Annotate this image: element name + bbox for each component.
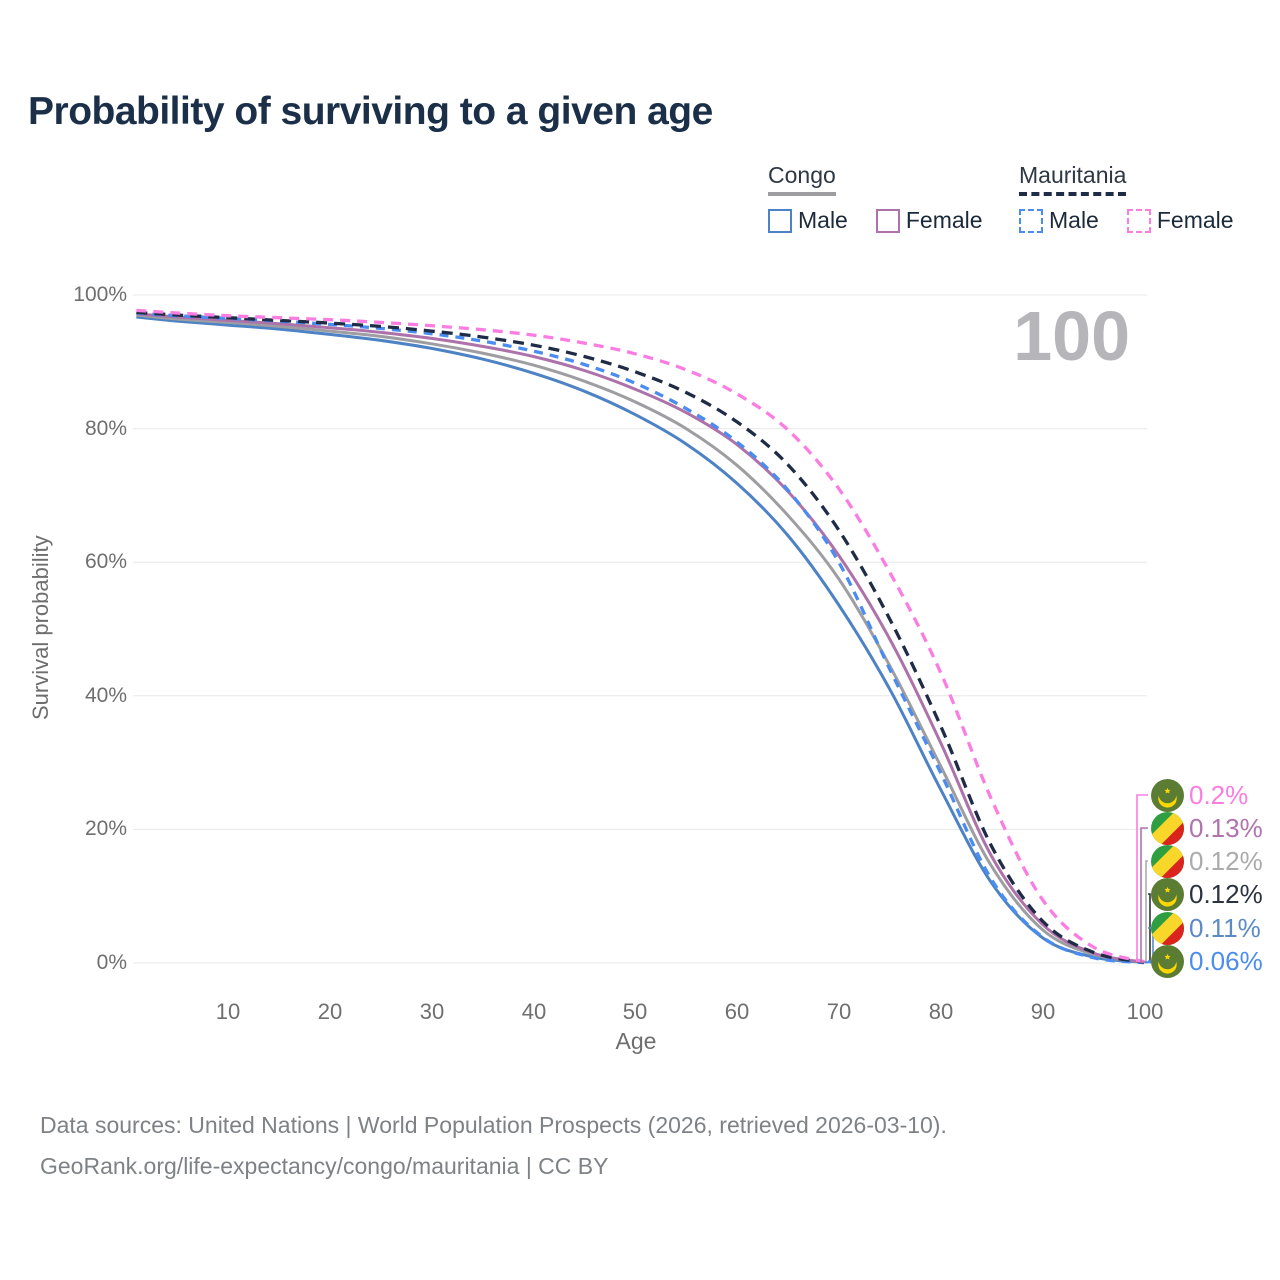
legend-label: Female [1156,207,1234,233]
x-axis-title: Age [615,1028,657,1054]
legend-label: Female [905,207,983,233]
congo-female-swatch [875,208,900,233]
legend-item-mauritania-male[interactable]: Male [1019,207,1099,234]
legend-label: Male [1049,207,1099,233]
y-tick-60: 60% [84,550,127,573]
end-value: 0.06% [1189,945,1263,976]
y-axis-title: Survival probability [28,535,53,720]
end-value: 0.12% [1189,845,1263,876]
congo-flag-icon [1151,844,1184,878]
page-title: Probability of surviving to a given age [28,90,713,133]
mauritania-female-swatch [1126,208,1151,233]
y-tick-0: 0% [96,951,127,974]
x-tick-80: 80 [928,999,954,1024]
mauritania-flag-icon [1151,944,1184,978]
legend-item-congo-male[interactable]: Male [768,207,848,234]
x-tick-10: 10 [215,999,241,1024]
congo-flag-icon [1151,811,1184,845]
end-value: 0.13% [1189,812,1263,843]
end-label-mauritania-female: 0.2% [1151,778,1248,812]
curve-congo-male[interactable] [136,315,1145,964]
x-tick-30: 30 [419,999,445,1024]
end-label-mauritania-both: 0.12% [1151,877,1263,911]
congo-flag-icon [1151,911,1184,945]
y-tick-20: 20% [84,817,127,840]
x-tick-60: 60 [724,999,750,1024]
y-tick-40: 40% [84,684,127,707]
legend-item-mauritania-female[interactable]: Female [1126,207,1234,234]
x-tick-50: 50 [622,999,648,1024]
legend-header-mauritania: Mauritania [1019,162,1127,196]
curve-congo-both[interactable] [136,313,1145,964]
legend-label: Male [798,207,848,233]
legend-header-congo: Congo [768,162,836,196]
y-tick-80: 80% [84,417,127,440]
curve-maur-both[interactable] [136,310,1145,964]
end-value: 0.11% [1189,912,1261,943]
end-label-congo-female: 0.13% [1151,811,1263,845]
mauritania-flag-icon [1151,778,1184,812]
end-label-mauritania-male: 0.06% [1151,944,1263,978]
x-tick-90: 90 [1030,999,1056,1024]
source-url-line[interactable]: GeoRank.org/life-expectancy/congo/maurit… [40,1153,609,1179]
curve-congo-female[interactable] [136,312,1145,964]
connector-congo-both [1145,860,1148,963]
y-tick-100: 100% [73,283,127,306]
mauritania-flag-icon [1151,877,1184,911]
x-tick-40: 40 [521,999,547,1024]
x-tick-20: 20 [317,999,343,1024]
x-tick-100: 100 [1126,999,1164,1024]
legend-group-congo: Congo Male Female [768,162,983,234]
curve-maur-male[interactable] [136,311,1145,965]
legend-item-congo-female[interactable]: Female [875,207,983,234]
connector-congo-female [1140,827,1148,963]
x-tick-70: 70 [826,999,852,1024]
data-sources-line: Data sources: United Nations | World Pop… [40,1112,947,1138]
curve-maur-female[interactable] [136,308,1145,964]
footer: Data sources: United Nations | World Pop… [40,1105,947,1187]
end-value: 0.12% [1189,878,1263,909]
end-label-congo-both: 0.12% [1151,844,1263,878]
mauritania-male-swatch [1019,208,1043,233]
congo-male-swatch [768,208,792,233]
legend-group-mauritania: Mauritania Male Female [1019,162,1234,234]
end-label-congo-male: 0.11% [1151,911,1261,945]
hovered-age-watermark: 100 [1013,297,1130,375]
end-value: 0.2% [1189,779,1249,810]
